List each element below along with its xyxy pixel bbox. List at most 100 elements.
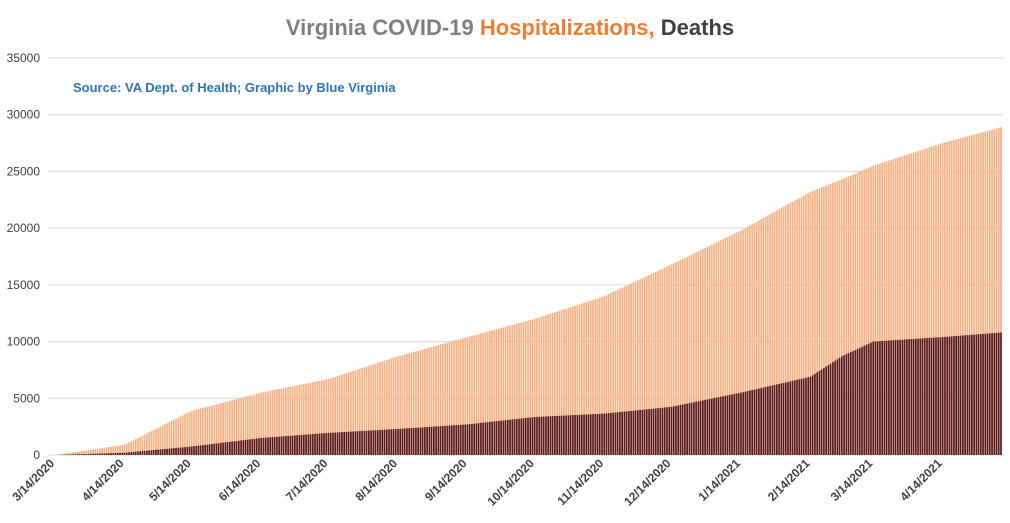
hospitalization-bar [744,227,747,455]
hospitalization-bar [589,300,592,455]
hospitalization-bar [262,392,265,455]
death-bar [264,437,267,455]
hospitalization-bar [424,348,426,455]
death-bar [94,453,97,455]
death-bar [612,412,615,455]
hospitalization-bar [840,179,843,455]
hospitalization-bar [188,411,191,455]
death-bar [215,443,218,455]
death-bar [670,406,673,455]
death-bar [975,334,978,455]
death-bar [128,452,130,455]
death-bar [630,410,632,455]
death-bar [542,416,545,455]
death-bar [585,414,588,455]
death-bar [867,343,870,455]
y-tick-label: 10000 [7,335,41,349]
hospitalization-bar [459,338,462,455]
hospitalization-bar [291,386,294,455]
death-bar [381,429,384,455]
death-bar [390,429,393,455]
hospitalization-bar [710,244,713,455]
death-bar [294,435,296,455]
hospitalization-bar [746,226,749,455]
death-bar [982,333,984,455]
death-bar [278,436,281,455]
hospitalization-bar [184,414,186,455]
hospitalization-bar [466,337,469,455]
death-bar [540,416,543,455]
death-bar [69,454,72,455]
y-tick-label: 5000 [13,391,40,405]
hospitalization-bar [428,347,431,455]
hospitalization-bar [408,353,411,455]
death-bar [101,453,103,455]
death-bar [926,338,928,455]
death-bar [211,444,213,455]
hospitalization-bar [417,350,419,455]
death-bar [917,338,919,455]
death-bar [444,425,446,455]
hospitalization-bar [125,443,128,455]
hospitalization-bar [870,166,872,456]
hospitalization-bar [567,307,570,455]
death-bar [242,440,245,455]
hospitalization-bar [607,294,610,455]
hospitalization-bar [717,241,720,455]
hospitalization-bar [186,413,189,455]
death-bar [233,441,236,455]
death-bar [735,393,738,455]
hospitalization-bar [161,425,164,455]
hospitalization-bar [92,449,94,455]
hospitalization-bar [484,332,487,455]
hospitalization-bar [278,388,281,455]
death-bar [556,415,558,455]
hospitalization-bar [148,432,150,455]
hospitalization-bar [749,225,751,455]
hospitalization-bar [845,177,848,456]
hospitalization-bar [320,380,323,455]
death-bar [623,411,626,455]
death-bar [601,413,603,455]
hospitalization-bar [603,296,606,455]
hospitalization-bar [222,402,224,455]
hospitalization-bar [87,450,90,455]
hospitalization-bar [455,340,458,455]
hospitalization-bar [787,204,789,455]
death-bar [177,447,180,455]
hospitalization-bar [356,369,359,455]
hospitalization-bar [296,385,298,455]
death-bar [372,430,375,455]
death-bar [397,428,399,455]
death-bar [800,378,803,455]
hospitalization-bar [580,303,583,455]
hospitalization-bar [280,388,283,455]
death-bar [802,378,805,455]
death-bar [719,396,722,455]
death-bar [190,446,193,455]
hospitalization-bar [58,454,61,455]
hospitalization-bar [112,446,115,455]
hospitalization-bar [865,168,868,455]
hospitalization-bar [901,156,904,455]
hospitalization-bar [892,159,895,456]
death-bar [334,432,337,455]
hospitalization-bar [374,363,377,455]
death-bar [771,385,774,455]
death-bar [973,334,975,455]
death-bar [527,417,529,455]
death-bar [782,382,785,455]
death-bar [941,337,944,455]
death-bar [385,429,388,455]
hospitalization-bar [762,217,765,455]
hospitalization-bar [85,450,88,455]
death-bar [710,398,713,455]
death-bar [343,431,346,455]
death-bar [740,392,742,455]
hospitalization-bar [446,342,449,455]
hospitalization-bar [818,188,821,455]
hospitalization-bar [843,178,845,455]
hospitalization-bar [858,171,861,455]
death-bar [193,446,195,455]
